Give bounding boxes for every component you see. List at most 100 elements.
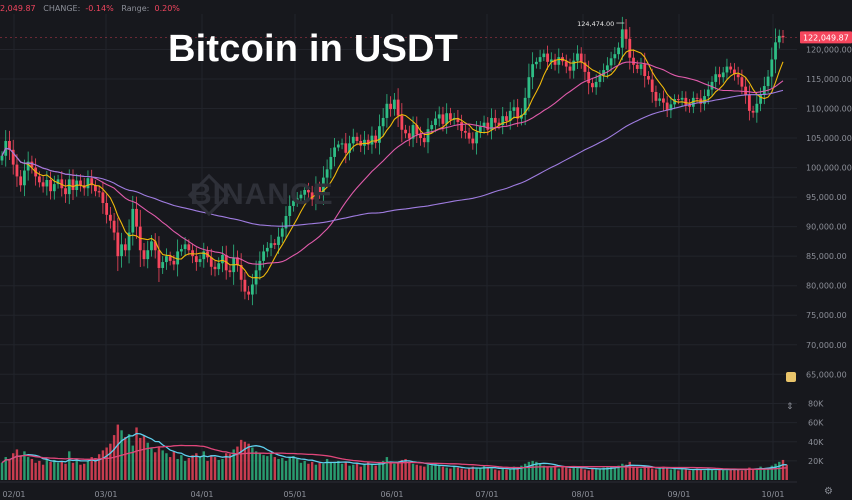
candle-body bbox=[557, 57, 561, 65]
volume-bar bbox=[733, 468, 736, 480]
volume-bar bbox=[116, 424, 120, 480]
candle-body bbox=[157, 250, 161, 268]
volume-bar bbox=[583, 469, 587, 480]
candle-body bbox=[108, 214, 112, 221]
volume-tick-label: 40K bbox=[808, 438, 824, 447]
candle-body bbox=[30, 161, 34, 168]
volume-bar bbox=[109, 443, 112, 480]
candle-body bbox=[378, 126, 381, 143]
volume-bar bbox=[396, 462, 400, 480]
volume-bar bbox=[161, 450, 164, 480]
volume-bar bbox=[568, 468, 572, 480]
volume-bar bbox=[8, 458, 11, 480]
candle-body bbox=[426, 129, 430, 143]
volume-bar bbox=[251, 447, 254, 480]
volume-bar bbox=[176, 458, 179, 480]
volume-bar bbox=[475, 468, 478, 480]
price-fragment: 2,049.87 bbox=[0, 4, 36, 13]
price-tick-label: 110,000.00 bbox=[806, 105, 852, 114]
candle-body bbox=[224, 254, 228, 271]
volume-bar bbox=[0, 462, 4, 480]
settings-icon[interactable] bbox=[786, 372, 796, 382]
candle-body bbox=[665, 102, 669, 111]
volume-bar bbox=[774, 463, 777, 480]
candle-body bbox=[202, 251, 206, 260]
candle-body bbox=[23, 170, 26, 186]
volume-bar bbox=[127, 434, 131, 480]
volume-bar bbox=[598, 468, 602, 480]
volume-bar bbox=[393, 463, 396, 480]
volume-bar bbox=[15, 449, 19, 480]
volume-bar bbox=[210, 455, 213, 480]
candle-body bbox=[243, 279, 247, 292]
candle-body bbox=[620, 29, 624, 48]
candle-body bbox=[19, 176, 23, 186]
volume-bar bbox=[68, 451, 71, 480]
volume-bar bbox=[26, 457, 30, 480]
candle-body bbox=[490, 117, 493, 130]
volume-bar bbox=[415, 464, 418, 480]
overlay-title: Bitcoin in USDT bbox=[168, 28, 459, 70]
candle-body bbox=[437, 114, 441, 119]
volume-bar bbox=[587, 470, 590, 480]
candle-body bbox=[26, 161, 30, 171]
volume-bar bbox=[684, 468, 688, 480]
time-tick-label: 08/01 bbox=[571, 490, 594, 499]
price-tick-label: 115,000.00 bbox=[806, 75, 852, 84]
range-label: Range: bbox=[121, 4, 150, 13]
candle-body bbox=[762, 86, 766, 95]
volume-bar bbox=[441, 466, 445, 480]
candle-body bbox=[176, 251, 180, 265]
candle-body bbox=[729, 66, 733, 70]
candle-body bbox=[497, 122, 501, 126]
volume-bar bbox=[542, 465, 546, 480]
volume-bar bbox=[408, 461, 411, 480]
volume-bar bbox=[225, 453, 228, 480]
candle-body bbox=[774, 42, 777, 60]
candle-body bbox=[725, 66, 729, 73]
candle-body bbox=[516, 107, 520, 119]
candle-body bbox=[280, 228, 284, 237]
candle-body bbox=[15, 164, 19, 177]
candle-body bbox=[579, 53, 583, 63]
volume-bar bbox=[97, 454, 101, 480]
candle-body bbox=[135, 208, 138, 227]
gear-icon[interactable]: ⚙ bbox=[824, 486, 833, 497]
volume-bar bbox=[221, 458, 224, 480]
scale-arrows-icon[interactable]: ⇕ bbox=[786, 402, 794, 412]
volume-bar bbox=[464, 469, 467, 480]
volume-bar bbox=[535, 461, 538, 480]
volume-bar bbox=[658, 467, 661, 480]
candle-body bbox=[318, 187, 322, 194]
volume-bar bbox=[501, 468, 504, 480]
candle-body bbox=[542, 53, 546, 58]
candle-body bbox=[688, 104, 691, 107]
candle-body bbox=[602, 70, 606, 76]
candle-body bbox=[381, 117, 385, 127]
price-tick-label: 120,000.00 bbox=[806, 45, 852, 54]
candle-body bbox=[445, 113, 449, 124]
volume-bar bbox=[296, 458, 299, 480]
candle-body bbox=[639, 64, 643, 69]
candle-body bbox=[755, 103, 759, 113]
volume-bar bbox=[90, 457, 93, 480]
volume-bar bbox=[277, 458, 280, 480]
volume-bar bbox=[195, 453, 198, 480]
candle-body bbox=[52, 184, 56, 192]
volume-bar bbox=[490, 468, 493, 480]
candle-body bbox=[475, 132, 478, 144]
change-value: -0.14% bbox=[85, 4, 114, 13]
volume-bar bbox=[273, 457, 276, 480]
candle-body bbox=[366, 139, 370, 145]
volume-bar bbox=[146, 442, 149, 480]
candle-body bbox=[49, 179, 52, 192]
volume-bar bbox=[352, 464, 355, 480]
current-price-label: 122,049.87 bbox=[803, 33, 849, 42]
volume-bar bbox=[400, 459, 404, 480]
high-annotation-label: 124,474.00 bbox=[577, 20, 614, 28]
price-tick-label: 105,000.00 bbox=[806, 134, 852, 143]
volume-bar bbox=[385, 457, 389, 480]
candle-body bbox=[60, 179, 64, 189]
